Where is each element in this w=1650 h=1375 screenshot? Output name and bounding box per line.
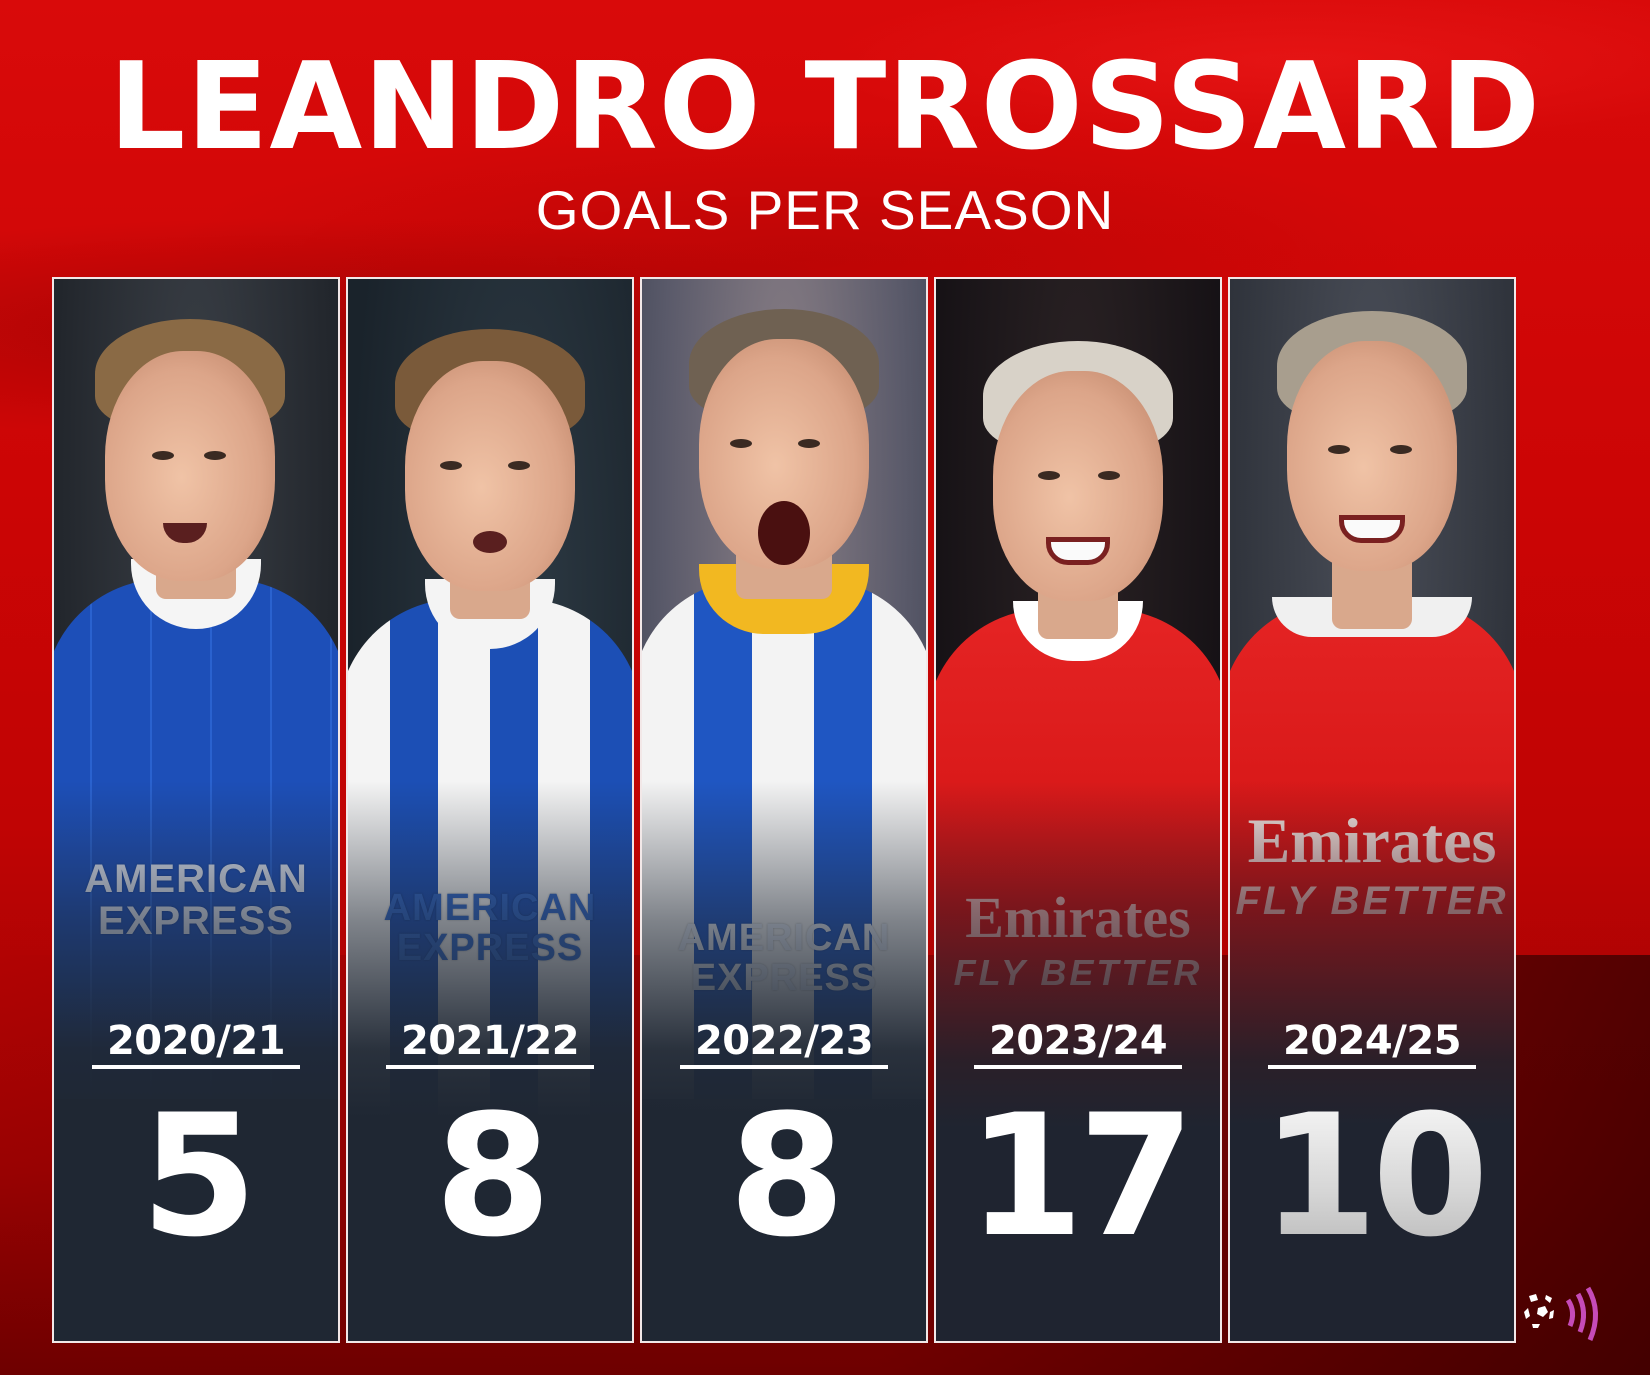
- season-label: 2021/22: [400, 1018, 580, 1064]
- season-panel-2021-22: AMERICAN EXPRESS 2021/22 8: [346, 277, 634, 1343]
- season-panel-2023-24: Emirates FLY BETTER 2023/24 17: [934, 277, 1222, 1343]
- season-underline: [386, 1065, 594, 1069]
- season-panel-2022-23: AMERICAN EXPRESS 2022/23 8: [640, 277, 928, 1343]
- season-panel-2020-21: AMERICAN EXPRESS 2020/21 5: [52, 277, 340, 1343]
- season-underline: [1268, 1065, 1476, 1069]
- season-label: 2024/25: [1282, 1018, 1462, 1064]
- goals-value: 8: [434, 1078, 552, 1274]
- goals-value: 17: [967, 1078, 1195, 1274]
- football-broadcast-icon: [1516, 1286, 1616, 1356]
- page-title: LEANDRO TROSSARD: [108, 38, 1542, 177]
- season-label: 2022/23: [694, 1018, 874, 1064]
- season-label: 2020/21: [106, 1018, 286, 1064]
- goals-value: 10: [1230, 1092, 1514, 1260]
- season-label: 2023/24: [988, 1018, 1168, 1064]
- season-panel-2024-25: Emirates FLY BETTER 2024/25 10: [1228, 277, 1516, 1343]
- goals-value: 8: [728, 1078, 846, 1274]
- season-underline: [92, 1065, 300, 1069]
- season-underline: [680, 1065, 888, 1069]
- page-subtitle: GOALS PER SEASON: [535, 179, 1115, 241]
- goals-value: 5: [140, 1078, 258, 1274]
- season-underline: [974, 1065, 1182, 1069]
